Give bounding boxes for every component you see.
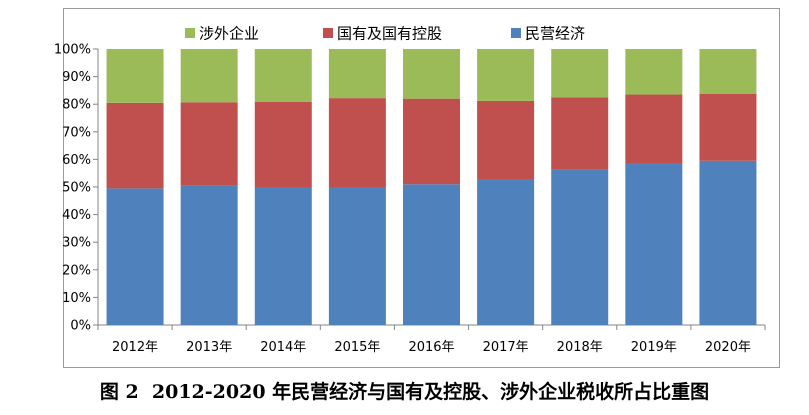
x-tick-label: 2012年 [112,340,158,355]
x-tick-label: 2020年 [705,340,751,355]
bar-segment [328,49,386,99]
legend-swatch [323,28,333,38]
y-tick-label: 60% [62,153,91,168]
x-tick-label: 2016年 [408,340,454,355]
bar-segment [477,179,535,325]
bar-segment [254,49,312,102]
x-tick-label: 2017年 [483,340,529,355]
bar-segment [551,169,609,325]
y-tick-label: 40% [62,208,91,223]
bar-segment [477,49,535,101]
y-tick-label: 90% [62,70,91,85]
x-tick-label: 2015年 [334,340,380,355]
bar-segment [180,102,238,186]
bar-segment [699,93,757,161]
bar-segment [403,184,460,325]
bar-segment [551,97,609,170]
x-tick-label: 2018年 [557,340,603,355]
bar-segment [403,98,460,185]
y-tick-label: 80% [62,98,91,113]
legend-label: 民营经济 [525,25,585,43]
figure-caption: 图 2 2012-2020 年民营经济与国有及控股、涉外企业税收所占比重图 [99,381,710,403]
bar-segment [328,98,386,187]
bar-segment [180,185,238,325]
bar-segment [699,49,757,94]
stacked-bar-chart: 0% 10% 20% 30% 40% 50% 60% 70% 80% 90% 100% 2012年 20… [54,25,766,355]
y-tick-label: 30% [62,236,91,251]
legend-label: 国有及国有控股 [337,25,442,43]
y-tick-label: 70% [62,125,91,140]
x-tick-label: 2013年 [186,340,232,355]
bar-segment [477,100,535,180]
bar-segment [625,94,683,164]
bar-segment [625,49,683,95]
bar-segment [328,187,386,325]
bar-segment [106,102,164,189]
legend-swatch [185,28,195,38]
y-tick-label: 50% [62,181,91,196]
bar-segment [106,49,164,103]
y-tick-label: 10% [62,291,91,306]
y-tick-label: 0% [70,319,91,334]
bar-segment [254,187,312,325]
x-tick-label: 2014年 [260,340,306,355]
y-tick-label: 20% [62,263,91,278]
bar-segment [551,49,609,98]
bar-segment [254,101,312,187]
legend-label: 涉外企业 [199,25,259,43]
bar-segment [403,49,460,99]
legend-swatch [511,28,521,38]
bar-segment [106,188,164,325]
bar-segment [699,160,757,325]
y-tick-label: 100% [54,43,91,58]
bar-segment [625,163,683,325]
x-tick-label: 2019年 [631,340,677,355]
bar-segment [180,49,238,103]
